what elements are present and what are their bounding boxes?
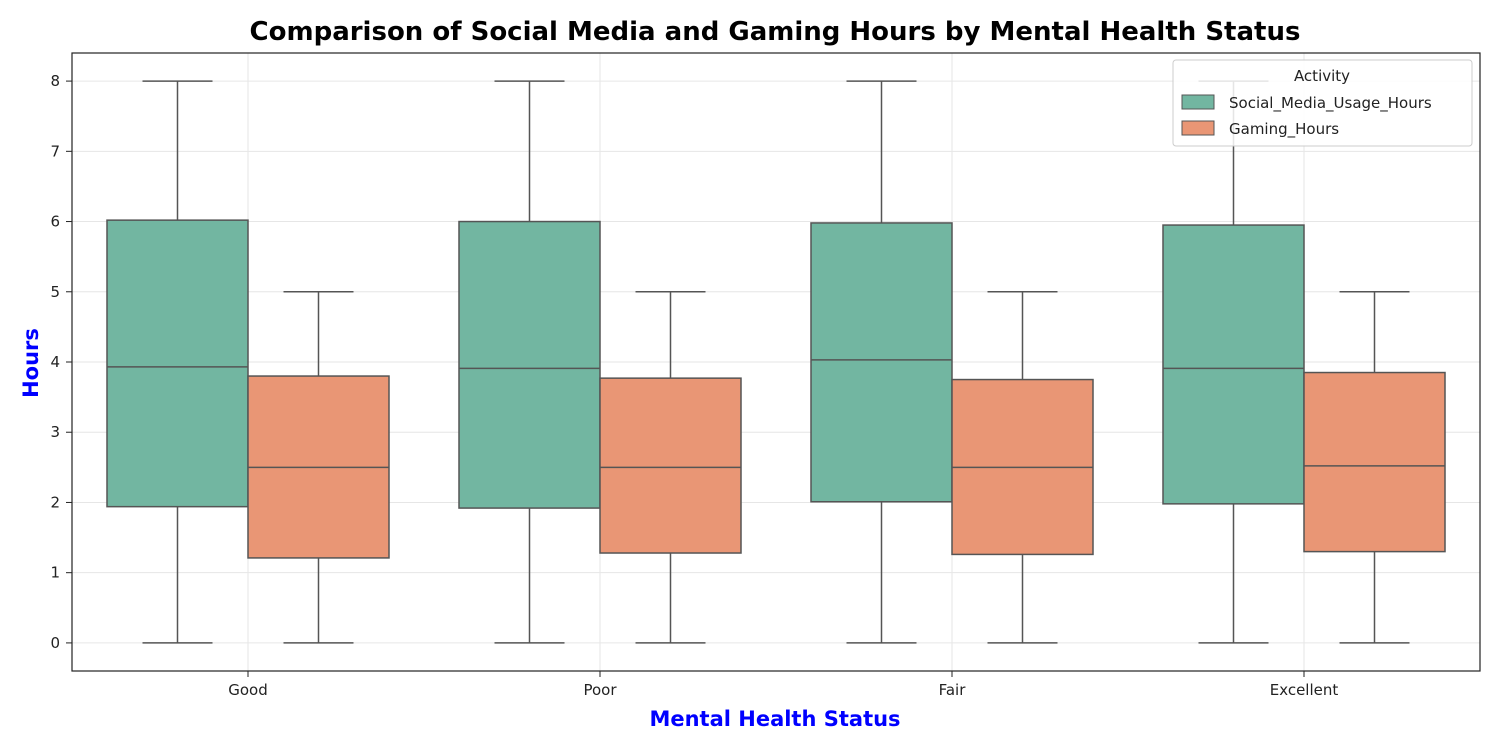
box-social-media-good [106,80,249,644]
box-layer [106,80,1446,644]
legend-title: Activity [1294,67,1350,85]
y-tick-label: 2 [50,493,60,511]
axis-layer: 0 1 2 3 4 5 6 7 8 Good Poor Fair Excellent [50,52,1481,699]
y-tick-label: 7 [50,142,60,160]
box-iqr [1162,224,1305,505]
box-iqr [458,220,601,509]
x-tick-label: Excellent [1270,681,1339,699]
box-iqr [106,219,249,508]
box-gaming-good [247,291,390,644]
box-gaming-fair [951,291,1094,644]
x-axis-label: Mental Health Status [649,707,900,731]
y-axis-label: Hours [19,328,43,398]
legend-label-social-media: Social_Media_Usage_Hours [1229,94,1432,113]
y-tick-label: 4 [50,353,60,371]
legend: Activity Social_Media_Usage_Hours Gaming… [1172,59,1473,147]
legend-frame [1172,59,1473,147]
box-gaming-poor [599,291,742,644]
box-gaming-excellent [1303,291,1446,644]
box-iqr [1303,371,1446,553]
legend-label-gaming: Gaming_Hours [1229,120,1339,139]
box-social-media-fair [810,80,953,644]
y-tick-label: 0 [50,634,60,652]
chart-title: Comparison of Social Media and Gaming Ho… [250,17,1301,47]
y-tick-label: 1 [50,564,60,582]
y-tick-label: 3 [50,423,60,441]
box-social-media-poor [458,80,601,644]
y-tick-label: 6 [50,213,60,231]
y-tick-label: 8 [50,72,60,90]
box-social-media-excellent [1162,80,1305,644]
x-tick-label: Good [228,681,268,699]
x-tick-label: Poor [583,681,617,699]
y-tick-label: 5 [50,283,60,301]
box-iqr [599,377,742,554]
x-tick-label: Fair [939,681,967,699]
legend-swatch-gaming [1181,120,1215,136]
box-iqr [810,222,953,503]
legend-swatch-social-media [1181,94,1215,110]
